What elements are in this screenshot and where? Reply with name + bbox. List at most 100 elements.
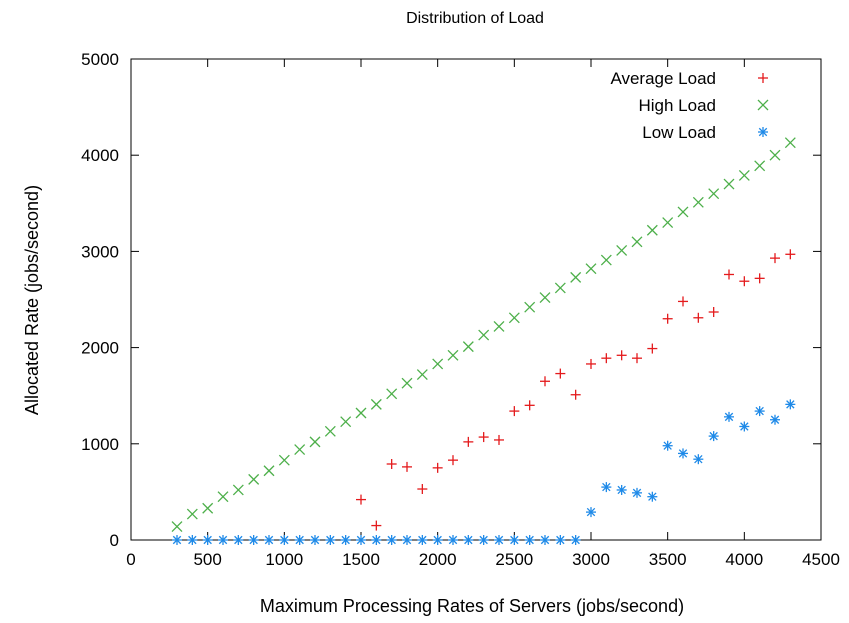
x-tick-label: 3500 <box>649 550 687 569</box>
data-point <box>232 484 244 496</box>
data-point <box>508 312 520 324</box>
data-point <box>540 535 550 545</box>
data-point <box>417 535 428 545</box>
data-point <box>294 444 306 456</box>
data-point <box>402 461 412 472</box>
data-point <box>448 455 458 466</box>
data-point <box>218 535 228 545</box>
data-point <box>769 149 781 161</box>
data-point <box>478 535 489 545</box>
data-point <box>386 535 397 545</box>
data-point <box>171 521 183 532</box>
data-point <box>202 502 214 514</box>
x-tick-label: 500 <box>193 550 221 569</box>
series-low-load <box>172 399 796 545</box>
data-point <box>432 462 443 473</box>
data-point <box>586 507 596 518</box>
x-tick-label: 2500 <box>495 550 533 569</box>
data-point <box>662 440 673 451</box>
data-point <box>754 160 766 172</box>
x-tick-label: 3000 <box>572 550 610 569</box>
data-point <box>785 399 796 410</box>
x-axis: 0 500 1000 1500 2000 2500 3000 3500 4000 4500 <box>126 59 840 569</box>
data-point <box>402 535 412 545</box>
data-point <box>540 376 550 387</box>
data-point <box>264 535 274 545</box>
data-point <box>432 535 443 545</box>
data-point <box>616 350 627 361</box>
data-point <box>754 406 765 417</box>
data-point <box>677 206 689 218</box>
data-point <box>263 465 275 477</box>
data-point <box>524 535 535 545</box>
data-point <box>294 535 305 545</box>
data-point <box>386 459 397 470</box>
data-point <box>662 217 674 228</box>
data-point <box>386 388 398 400</box>
data-point <box>248 535 259 545</box>
data-point <box>172 535 182 545</box>
y-tick-label: 1000 <box>81 435 119 454</box>
data-point <box>371 535 382 545</box>
data-point <box>739 276 750 287</box>
y-tick-label: 5000 <box>81 50 119 69</box>
data-point <box>539 292 551 304</box>
data-point <box>401 377 413 389</box>
data-point <box>678 296 688 307</box>
data-point <box>340 416 352 428</box>
data-point <box>770 414 780 425</box>
data-point <box>739 421 750 432</box>
data-point <box>340 535 351 545</box>
data-point <box>647 343 658 354</box>
series-average-load <box>356 249 796 531</box>
data-point <box>524 301 536 313</box>
data-point <box>202 535 213 545</box>
data-point <box>217 491 229 503</box>
data-point <box>555 368 566 379</box>
legend-marker <box>758 73 768 83</box>
legend-label: Low Load <box>642 123 716 142</box>
data-point <box>570 389 581 400</box>
y-tick-label: 4000 <box>81 146 119 165</box>
legend-label: High Load <box>638 96 716 115</box>
plot-frame <box>130 58 822 541</box>
data-point <box>785 249 796 260</box>
data-point <box>417 484 428 495</box>
data-point <box>416 369 428 380</box>
legend: Average Load High Load Low Load <box>610 69 769 142</box>
data-point <box>493 320 505 332</box>
data-point <box>447 349 459 361</box>
data-point <box>570 535 581 545</box>
data-point <box>524 400 535 411</box>
data-point <box>601 353 612 364</box>
data-point <box>586 358 596 369</box>
data-point <box>509 535 520 545</box>
data-point <box>692 196 704 208</box>
data-point <box>678 448 688 459</box>
data-point <box>570 271 582 283</box>
y-tick-label: 0 <box>110 531 119 550</box>
data-point <box>494 434 504 445</box>
legend-marker <box>758 127 768 137</box>
x-tick-label: 0 <box>126 550 135 569</box>
data-point <box>616 484 627 495</box>
data-point <box>325 535 336 545</box>
data-point <box>186 508 198 520</box>
data-point <box>371 520 382 531</box>
x-tick-label: 1000 <box>265 550 303 569</box>
data-point <box>784 137 796 149</box>
data-point <box>463 535 474 545</box>
data-point <box>309 436 321 448</box>
data-point <box>770 253 780 264</box>
legend-marker <box>757 99 769 111</box>
data-point <box>187 535 198 545</box>
data-point <box>448 535 458 545</box>
data-point <box>616 244 628 256</box>
data-point <box>555 535 566 545</box>
data-point <box>708 188 720 200</box>
data-point <box>356 494 366 505</box>
data-point <box>724 411 734 422</box>
data-point <box>723 178 735 190</box>
data-point <box>662 313 673 324</box>
data-point <box>724 269 734 280</box>
